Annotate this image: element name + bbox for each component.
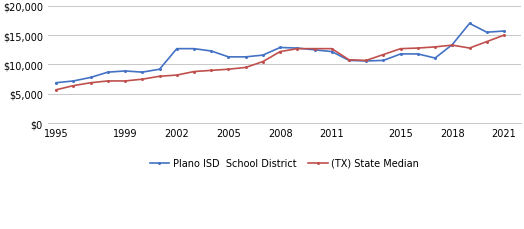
- (TX) State Median: [294, 48, 300, 51]
- (TX) State Median: [243, 67, 249, 70]
- (TX) State Median: [105, 80, 111, 83]
- (TX) State Median: [70, 85, 77, 88]
- Plano ISD  School District: [53, 82, 59, 85]
- (TX) State Median: [484, 41, 490, 44]
- (TX) State Median: [466, 47, 473, 50]
- Plano ISD  School District: [157, 68, 163, 71]
- (TX) State Median: [501, 35, 507, 37]
- Plano ISD  School District: [88, 77, 94, 79]
- Plano ISD  School District: [449, 44, 455, 47]
- Plano ISD  School District: [122, 70, 128, 73]
- Plano ISD  School District: [294, 47, 300, 50]
- (TX) State Median: [329, 48, 335, 51]
- (TX) State Median: [225, 68, 232, 71]
- Plano ISD  School District: [363, 60, 369, 63]
- Plano ISD  School District: [277, 47, 283, 50]
- Plano ISD  School District: [225, 56, 232, 59]
- Line: (TX) State Median: (TX) State Median: [54, 34, 506, 92]
- Plano ISD  School District: [398, 53, 404, 56]
- Plano ISD  School District: [191, 48, 197, 51]
- Plano ISD  School District: [311, 49, 318, 52]
- (TX) State Median: [260, 61, 266, 64]
- Plano ISD  School District: [346, 60, 352, 63]
- (TX) State Median: [191, 71, 197, 74]
- (TX) State Median: [398, 48, 404, 51]
- Plano ISD  School District: [329, 51, 335, 54]
- Plano ISD  School District: [432, 57, 438, 60]
- (TX) State Median: [432, 46, 438, 49]
- (TX) State Median: [157, 76, 163, 78]
- Plano ISD  School District: [380, 60, 387, 63]
- (TX) State Median: [88, 82, 94, 85]
- (TX) State Median: [380, 54, 387, 57]
- Plano ISD  School District: [260, 55, 266, 57]
- (TX) State Median: [311, 48, 318, 51]
- Plano ISD  School District: [415, 53, 421, 56]
- Plano ISD  School District: [70, 80, 77, 83]
- (TX) State Median: [139, 79, 146, 81]
- Plano ISD  School District: [243, 56, 249, 59]
- (TX) State Median: [208, 70, 214, 72]
- Plano ISD  School District: [208, 50, 214, 53]
- Line: Plano ISD  School District: Plano ISD School District: [54, 23, 506, 85]
- (TX) State Median: [173, 74, 180, 77]
- (TX) State Median: [346, 59, 352, 62]
- (TX) State Median: [415, 47, 421, 50]
- Plano ISD  School District: [501, 30, 507, 33]
- (TX) State Median: [53, 89, 59, 92]
- (TX) State Median: [363, 60, 369, 63]
- (TX) State Median: [122, 80, 128, 83]
- (TX) State Median: [449, 45, 455, 47]
- Plano ISD  School District: [173, 48, 180, 51]
- Legend: Plano ISD  School District, (TX) State Median: Plano ISD School District, (TX) State Me…: [146, 154, 423, 172]
- Plano ISD  School District: [484, 32, 490, 34]
- Plano ISD  School District: [466, 23, 473, 26]
- Plano ISD  School District: [105, 71, 111, 74]
- (TX) State Median: [277, 51, 283, 54]
- Plano ISD  School District: [139, 71, 146, 74]
